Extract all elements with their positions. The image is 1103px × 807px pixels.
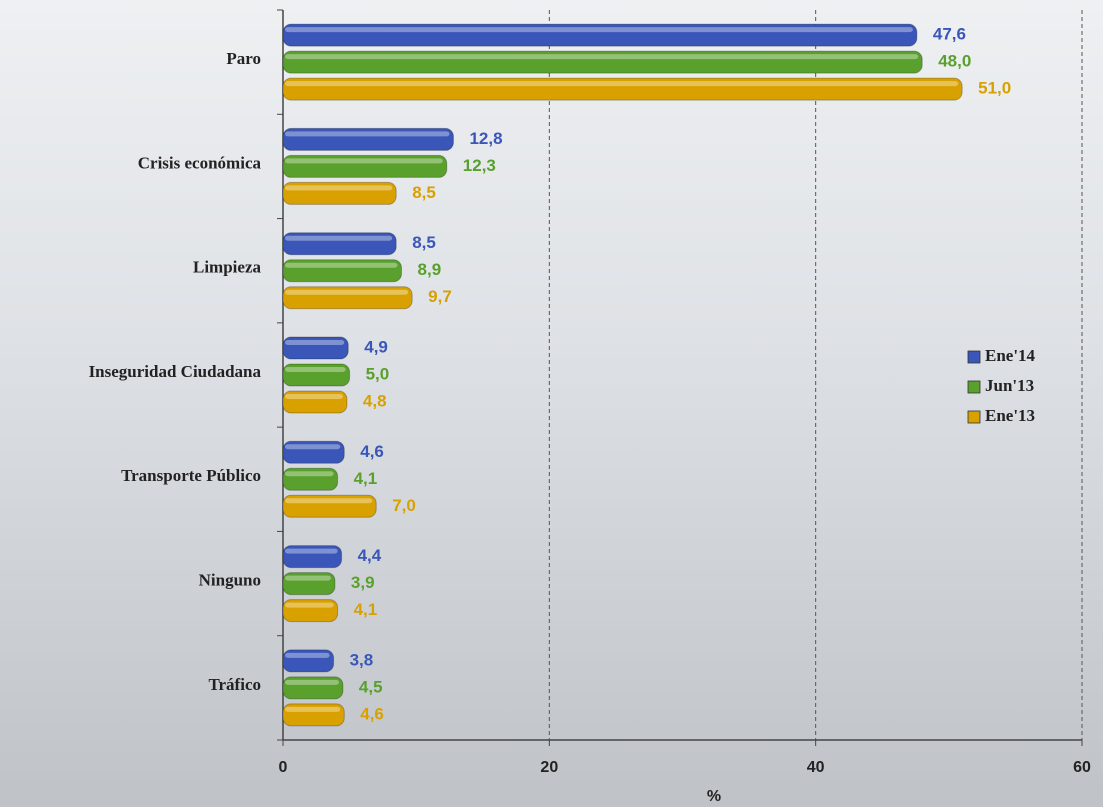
- bar: [282, 649, 335, 673]
- bar: [282, 50, 923, 74]
- bar: [282, 494, 377, 518]
- bar-shine: [285, 471, 334, 477]
- bar-shine: [285, 54, 919, 60]
- y-tick-label: Crisis económica: [138, 153, 262, 172]
- y-tick-label: Tráfico: [208, 675, 261, 694]
- bar-shine: [285, 158, 443, 164]
- bar: [282, 154, 448, 178]
- data-label: 4,6: [360, 704, 384, 723]
- bar-shine: [285, 679, 339, 685]
- bar: [282, 23, 918, 47]
- bar: [282, 181, 397, 205]
- bar: [282, 599, 339, 623]
- bar: [282, 572, 336, 596]
- x-tick-label: 0: [279, 759, 288, 776]
- data-label: 3,9: [351, 573, 375, 592]
- x-axis-label: %: [707, 788, 721, 805]
- bar: [282, 676, 344, 700]
- bar-shine: [285, 262, 398, 268]
- data-label: 4,8: [363, 391, 387, 410]
- legend-swatch: [967, 410, 981, 424]
- data-label: 47,6: [933, 25, 966, 44]
- data-label: 4,4: [358, 546, 382, 565]
- bar: [282, 363, 351, 387]
- bar: [282, 440, 345, 464]
- bar-shine: [285, 185, 393, 191]
- bar: [282, 77, 963, 101]
- bar-shine: [285, 289, 409, 295]
- bar: [282, 232, 397, 256]
- data-label: 4,5: [359, 677, 383, 696]
- bar-shine: [285, 235, 393, 241]
- bar: [282, 259, 403, 283]
- data-label: 12,3: [463, 156, 496, 175]
- data-label: 12,8: [469, 129, 502, 148]
- data-label: 4,9: [364, 337, 388, 356]
- legend-swatch: [967, 380, 981, 394]
- y-tick-label: Transporte Público: [121, 466, 261, 485]
- bar-shine: [285, 394, 343, 399]
- legend-label: Jun'13: [985, 376, 1034, 395]
- bar-shine: [285, 602, 334, 608]
- bar: [282, 703, 345, 727]
- y-tick-label: Paro: [226, 49, 261, 68]
- bar: [282, 390, 348, 414]
- bar-shine: [285, 706, 341, 712]
- data-label: 4,1: [354, 600, 378, 619]
- data-label: 51,0: [978, 79, 1011, 98]
- data-label: 7,0: [392, 496, 416, 515]
- bar-shine: [285, 548, 338, 554]
- bar-shine: [285, 81, 959, 87]
- legend-label: Ene'14: [985, 346, 1036, 365]
- legend-label: Ene'13: [985, 406, 1035, 425]
- bar: [282, 467, 339, 491]
- bar-shine: [285, 498, 373, 504]
- data-label: 48,0: [938, 52, 971, 71]
- data-label: 4,6: [360, 442, 384, 461]
- bar-shine: [285, 340, 345, 345]
- bar: [282, 127, 454, 151]
- x-tick-label: 40: [807, 759, 825, 776]
- data-label: 3,8: [350, 650, 374, 669]
- bar-shine: [285, 131, 450, 137]
- bar: [282, 286, 413, 310]
- bar-shine: [285, 652, 330, 658]
- legend-swatch: [967, 350, 981, 364]
- data-label: 5,0: [366, 364, 390, 383]
- data-label: 8,9: [418, 260, 442, 279]
- x-tick-label: 20: [540, 759, 558, 776]
- bar-shine: [285, 27, 913, 33]
- y-tick-label: Ninguno: [199, 570, 261, 589]
- data-label: 9,7: [428, 287, 452, 306]
- x-tick-label: 60: [1073, 759, 1091, 776]
- bar-shine: [285, 575, 331, 581]
- bar-shine: [285, 444, 341, 450]
- bar-shine: [285, 367, 346, 372]
- data-label: 4,1: [354, 469, 378, 488]
- data-label: 8,5: [412, 183, 436, 202]
- bar: [282, 336, 349, 360]
- data-label: 8,5: [412, 233, 436, 252]
- bar: [282, 545, 343, 569]
- y-tick-label: Limpieza: [193, 258, 261, 277]
- y-tick-label: Inseguridad Ciudadana: [89, 362, 262, 381]
